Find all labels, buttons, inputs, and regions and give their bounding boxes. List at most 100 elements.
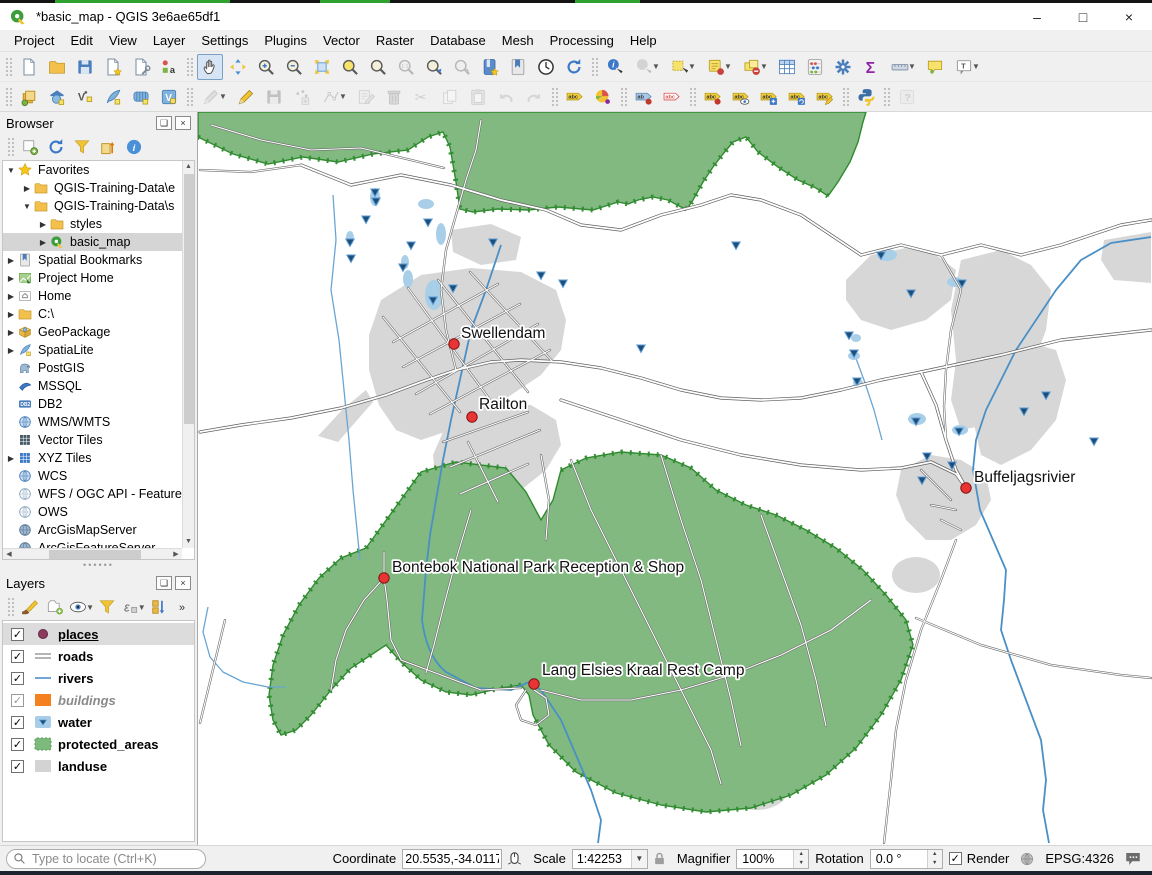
float-panel-button[interactable]: ❏ [156, 116, 172, 130]
locator-input[interactable] [30, 850, 190, 867]
panel-overflow-button[interactable]: » [172, 595, 196, 619]
move-label-button[interactable]: abc [756, 84, 782, 110]
vertex-tool-button[interactable]: ▼ [317, 84, 351, 110]
cut-features-button[interactable]: ✂ [409, 84, 435, 110]
chevron-down-icon[interactable]: ▼ [339, 92, 347, 101]
pan-to-selection-button[interactable] [225, 54, 251, 80]
maximize-button[interactable]: □ [1078, 8, 1088, 25]
tree-arrow-icon[interactable]: ▶ [39, 237, 47, 247]
chevron-down-icon[interactable]: ▼ [760, 62, 768, 71]
spin-up-icon[interactable]: ▲ [927, 849, 942, 859]
add-group-button[interactable] [44, 595, 68, 619]
paste-features-button[interactable] [465, 84, 491, 110]
temporal-controller-button[interactable] [533, 54, 559, 80]
filter-legend-button[interactable] [95, 595, 119, 619]
toggle-editing-button[interactable] [233, 84, 259, 110]
enable-properties-widget-button[interactable]: i [122, 135, 146, 159]
zoom-next-button[interactable] [449, 54, 475, 80]
browser-item-basic-map[interactable]: ▶ basic_map [3, 233, 182, 251]
deselect-features-button[interactable]: ▼ [738, 54, 772, 80]
browser-item-favorites[interactable]: ▼ Favorites [3, 161, 182, 179]
rotation-spinner[interactable]: ▲▼ [869, 848, 943, 869]
current-edits-button[interactable]: ▼ [197, 84, 231, 110]
layer-visibility-checkbox[interactable]: ✓ [11, 649, 24, 663]
add-mesh-layer-button[interactable] [128, 84, 154, 110]
layer-row-rivers[interactable]: ✓ rivers [3, 667, 194, 689]
zoom-in-button[interactable] [253, 54, 279, 80]
browser-item-styles[interactable]: ▶ styles [3, 215, 182, 233]
rotation-input[interactable] [870, 849, 927, 868]
browser-vertical-scrollbar[interactable]: ▲ ▼ [182, 161, 194, 548]
extent-toggle-icon[interactable] [506, 850, 523, 867]
browser-item-wms-wmts[interactable]: WMS/WMTS [3, 413, 182, 431]
scroll-right-button[interactable]: ▶ [173, 551, 179, 558]
add-vector-layer-button[interactable] [44, 84, 70, 110]
menu-database[interactable]: Database [430, 33, 486, 48]
spin-down-icon[interactable]: ▼ [794, 858, 809, 868]
style-manager-button[interactable]: a [156, 54, 182, 80]
browser-item-wcs[interactable]: WCS [3, 467, 182, 485]
layout-manager-button[interactable] [128, 54, 154, 80]
layer-visibility-checkbox[interactable]: ✓ [11, 693, 24, 707]
scrollbar-thumb[interactable] [49, 550, 141, 559]
layer-visibility-checkbox[interactable]: ✓ [11, 627, 24, 641]
open-attribute-table-button[interactable] [774, 54, 800, 80]
crs-globe-icon[interactable] [1019, 851, 1035, 867]
magnifier-spinner[interactable]: ▲▼ [736, 848, 810, 869]
layer-diagram-options-button[interactable] [590, 84, 616, 110]
refresh-map-button[interactable] [561, 54, 587, 80]
browser-item-qgis-training-data-s[interactable]: ▼ QGIS-Training-Data\s [3, 197, 182, 215]
tree-arrow-icon[interactable]: ▶ [7, 309, 15, 319]
menu-raster[interactable]: Raster [375, 33, 415, 48]
browser-item-qgis-training-data-e[interactable]: ▶ QGIS-Training-Data\e [3, 179, 182, 197]
menu-project[interactable]: Project [14, 33, 55, 48]
copy-features-button[interactable] [437, 84, 463, 110]
rotate-label-button[interactable]: abc [784, 84, 810, 110]
browser-item-xyz-tiles[interactable]: ▶ XYZ Tiles [3, 449, 182, 467]
add-virtual-layer-button[interactable]: V [156, 84, 182, 110]
messages-icon[interactable] [1124, 850, 1142, 868]
chevron-down-icon[interactable]: ▼ [219, 92, 227, 101]
scale-combo[interactable]: ▼ [571, 848, 648, 869]
tree-arrow-icon[interactable]: ▶ [7, 255, 15, 265]
open-data-source-manager-button[interactable] [16, 84, 42, 110]
scroll-left-button[interactable]: ◀ [6, 551, 12, 558]
minimize-button[interactable]: – [1033, 8, 1041, 25]
select-features-by-value-button[interactable]: ▼ [702, 54, 736, 80]
show-hide-labels-button[interactable]: abc [728, 84, 754, 110]
tree-arrow-icon[interactable]: ▶ [7, 345, 15, 355]
open-layer-styling-panel-button[interactable] [18, 595, 42, 619]
add-point-feature-button[interactable] [289, 84, 315, 110]
browser-item-db2[interactable]: DB2 DB2 [3, 395, 182, 413]
magnifier-input[interactable] [737, 849, 794, 868]
close-panel-button[interactable]: × [175, 116, 191, 130]
browser-horizontal-scrollbar[interactable]: ◀ ▶ [3, 548, 182, 559]
save-project-button[interactable] [72, 54, 98, 80]
filter-browser-button[interactable] [70, 135, 94, 159]
panel-splitter[interactable]: •••••• [83, 560, 114, 570]
expand-collapse-all-button[interactable] [147, 595, 171, 619]
browser-item-spatialite[interactable]: ▶ SpatiaLite [3, 341, 182, 359]
zoom-last-button[interactable] [421, 54, 447, 80]
browser-item-arcgisfeatureserver[interactable]: ArcGisFeatureServer [3, 539, 182, 548]
tree-arrow-icon[interactable]: ▶ [7, 291, 15, 301]
chevron-down-icon[interactable]: ▼ [652, 62, 660, 71]
statistical-summary-button[interactable]: Σ [858, 54, 884, 80]
menu-settings[interactable]: Settings [201, 33, 249, 48]
tree-arrow-icon[interactable]: ▶ [7, 327, 15, 337]
scrollbar-thumb[interactable] [184, 174, 194, 424]
browser-item-c-[interactable]: ▶ C:\ [3, 305, 182, 323]
highlight-pinned-labels-button[interactable]: ab [631, 84, 657, 110]
zoom-full-extent-button[interactable] [309, 54, 335, 80]
browser-item-postgis[interactable]: PostGIS [3, 359, 182, 377]
collapse-all-button[interactable] [96, 135, 120, 159]
layer-row-buildings[interactable]: ✓ buildings [3, 689, 194, 711]
text-annotation-button[interactable]: T ▼ [950, 54, 984, 80]
menu-mesh[interactable]: Mesh [501, 33, 534, 48]
browser-item-wfs-ogc-api-feature[interactable]: WFS / OGC API - Feature [3, 485, 182, 503]
menu-processing[interactable]: Processing [549, 33, 614, 48]
chevron-down-icon[interactable]: ▼ [137, 602, 146, 612]
zoom-to-selection-button[interactable] [337, 54, 363, 80]
processing-toolbox-button[interactable] [830, 54, 856, 80]
layer-visibility-checkbox[interactable]: ✓ [11, 737, 24, 751]
